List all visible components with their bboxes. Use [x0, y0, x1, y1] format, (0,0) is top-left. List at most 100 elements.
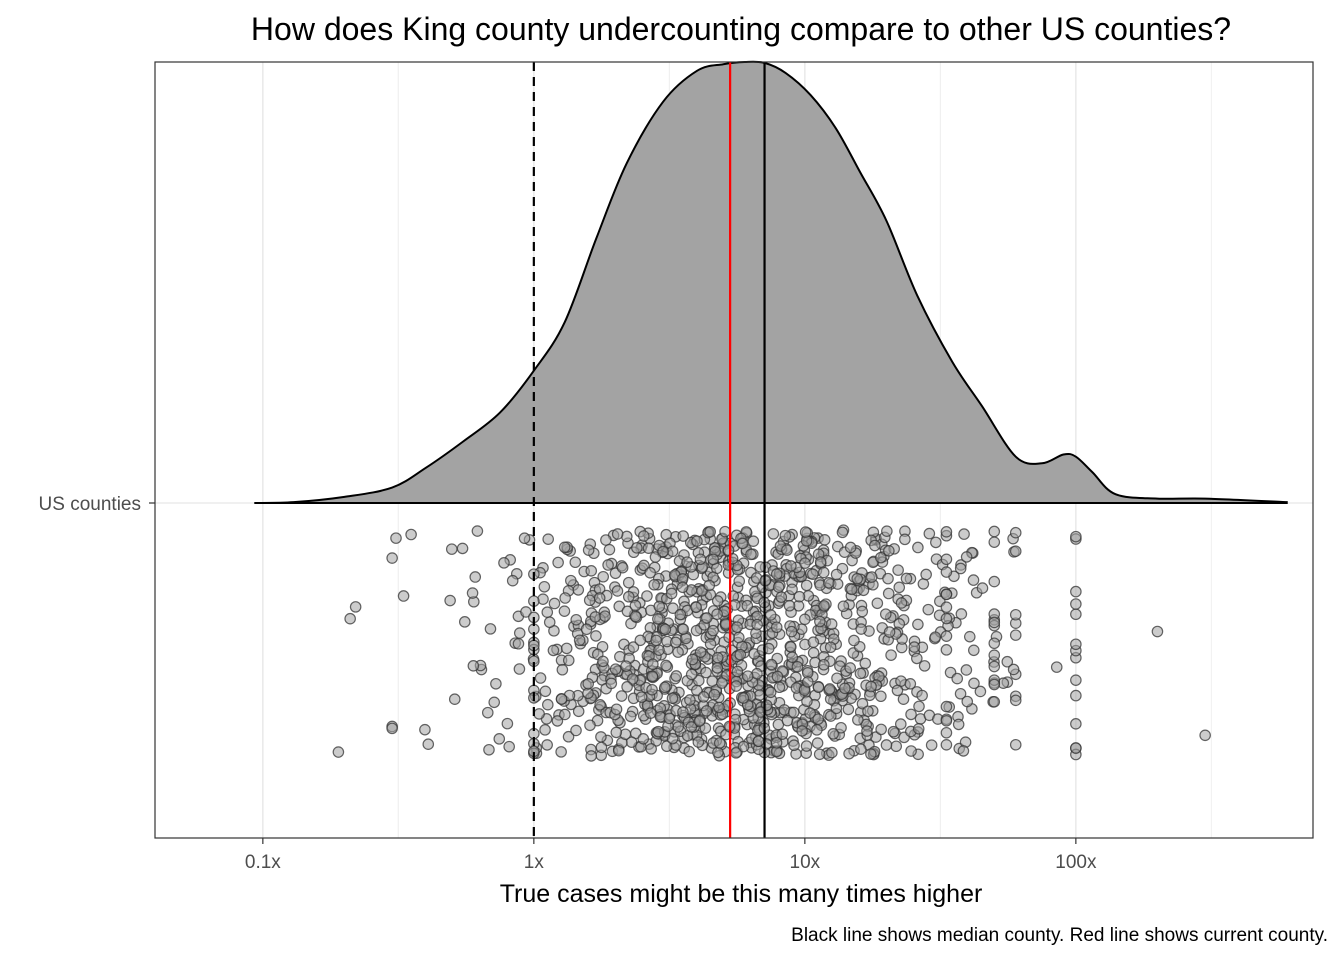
data-point: [905, 745, 917, 757]
data-point: [386, 722, 398, 735]
data-point: [967, 574, 980, 586]
data-point: [469, 571, 482, 583]
data-point: [778, 704, 791, 716]
data-point: [852, 714, 864, 726]
data-point: [467, 660, 480, 672]
data-point: [734, 648, 747, 661]
data-point: [653, 600, 666, 613]
data-point: [660, 659, 672, 672]
data-point: [621, 605, 634, 618]
data-point: [843, 747, 855, 760]
data-point: [1001, 655, 1014, 668]
data-point: [940, 630, 953, 642]
data-point: [905, 708, 917, 721]
data-point: [865, 571, 878, 583]
data-point: [501, 717, 514, 730]
data-point: [1199, 729, 1211, 742]
data-point: [692, 736, 705, 748]
data-point: [737, 692, 750, 704]
data-point: [899, 533, 911, 546]
data-point: [691, 535, 703, 547]
data-point: [663, 712, 676, 725]
data-point: [974, 685, 987, 698]
data-point: [1009, 526, 1022, 539]
data-point: [885, 649, 897, 661]
data-point: [652, 725, 665, 738]
data-point: [779, 529, 792, 542]
data-point: [912, 618, 924, 631]
data-point: [584, 719, 596, 732]
data-point: [711, 662, 724, 674]
data-point: [585, 750, 598, 762]
data-point: [897, 693, 910, 705]
data-point: [730, 680, 743, 692]
data-point: [707, 553, 720, 566]
data-point: [627, 641, 640, 653]
data-point: [893, 581, 906, 594]
data-point: [533, 708, 545, 720]
data-point: [770, 568, 783, 580]
data-point: [747, 535, 760, 547]
data-point: [629, 610, 642, 623]
data-point: [1009, 545, 1022, 558]
data-point: [444, 594, 456, 607]
data-point: [595, 731, 607, 743]
data-point: [764, 609, 777, 621]
data-point: [713, 737, 726, 749]
data-point: [483, 743, 495, 756]
data-point: [659, 681, 671, 694]
data-point: [653, 644, 665, 656]
data-point: [960, 551, 973, 563]
data-point: [764, 686, 777, 699]
data-point: [802, 676, 814, 688]
data-point: [621, 681, 633, 693]
data-point: [609, 663, 622, 675]
data-point: [807, 647, 820, 659]
data-point: [541, 739, 553, 751]
data-point: [882, 587, 895, 600]
data-point: [448, 693, 461, 705]
data-point: [569, 556, 582, 569]
data-point: [665, 587, 678, 600]
data-point: [963, 630, 976, 643]
data-point: [622, 590, 635, 603]
data-point: [835, 721, 847, 734]
data-point: [754, 706, 767, 718]
caption: Black line shows median county. Red line…: [791, 925, 1328, 946]
data-point: [707, 624, 719, 637]
data-point: [786, 583, 798, 596]
data-point: [712, 746, 724, 759]
data-point: [659, 623, 672, 636]
jitter-points: [332, 524, 1211, 762]
data-point: [690, 601, 702, 614]
data-point: [895, 597, 908, 609]
data-point: [597, 655, 609, 668]
data-point: [854, 667, 867, 680]
data-point: [954, 562, 967, 575]
data-point: [818, 600, 830, 612]
data-point: [629, 599, 642, 612]
data-point: [555, 693, 568, 705]
data-point: [685, 721, 698, 733]
data-point: [988, 616, 1001, 629]
data-point: [349, 601, 362, 613]
data-point: [925, 739, 938, 751]
data-point: [539, 685, 552, 698]
data-point: [875, 551, 887, 564]
data-point: [648, 578, 660, 591]
data-point: [582, 687, 594, 700]
data-point: [811, 724, 823, 736]
data-point: [976, 582, 989, 594]
data-point: [918, 660, 931, 672]
data-point: [988, 649, 1001, 661]
data-point: [859, 657, 872, 670]
y-tick-label-us-counties: US counties: [39, 494, 141, 515]
data-point: [862, 705, 874, 718]
data-point: [1151, 625, 1164, 638]
density-curve: [254, 60, 1288, 504]
data-point: [611, 528, 624, 540]
data-point: [570, 613, 583, 626]
data-point: [622, 576, 635, 589]
data-point: [812, 713, 824, 725]
data-point: [677, 623, 690, 635]
